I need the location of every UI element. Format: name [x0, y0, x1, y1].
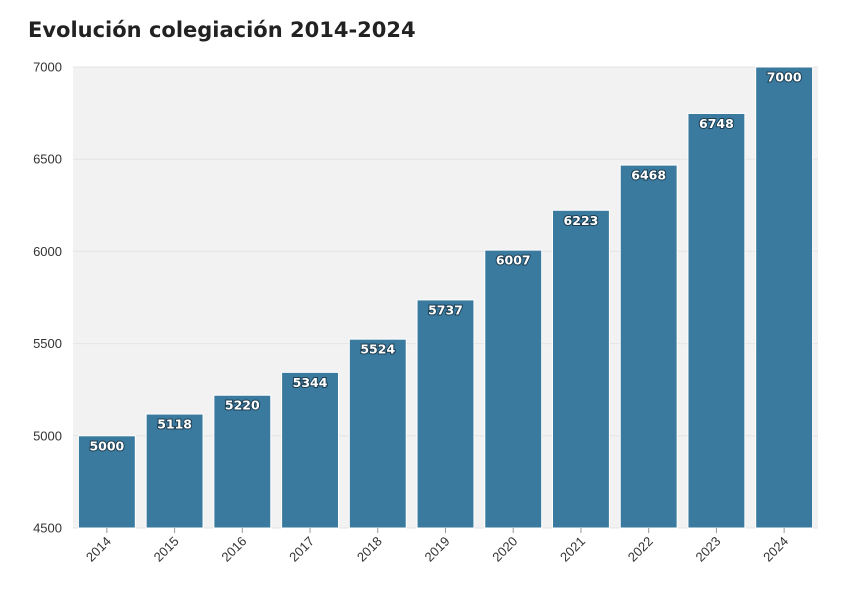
bars-group [77, 66, 814, 529]
x-tick-label: 2014 [83, 534, 114, 565]
data-label-2015: 5118 [157, 417, 192, 432]
x-tick-label: 2017 [286, 534, 317, 565]
bar-2019 [416, 299, 475, 529]
y-tick-label: 4500 [33, 521, 62, 536]
x-tick-label: 2020 [489, 534, 520, 565]
y-tick-label: 5500 [33, 336, 62, 351]
data-label-2019: 5737 [428, 302, 463, 317]
bar-2014 [77, 435, 136, 529]
y-tick-label: 5000 [33, 428, 62, 443]
x-tick-label: 2019 [422, 534, 453, 565]
bar-2021 [552, 209, 610, 529]
bar-2022 [619, 164, 678, 529]
bar-2016 [213, 394, 272, 529]
bar-2020 [484, 249, 543, 529]
data-label-2021: 6223 [564, 213, 599, 228]
data-label-2024: 7000 [767, 70, 802, 85]
x-tick-label: 2016 [218, 534, 249, 565]
data-label-2017: 5344 [293, 375, 328, 390]
bar-2015 [145, 413, 204, 529]
data-label-2022: 6468 [631, 168, 666, 183]
data-label-2023: 6748 [699, 116, 734, 131]
y-tick-label: 7000 [33, 60, 62, 75]
data-label-2014: 5000 [89, 438, 124, 453]
y-tick-label: 6000 [33, 244, 62, 259]
x-tick-label: 2022 [625, 534, 656, 565]
bar-2023 [687, 112, 746, 529]
x-tick-label: 2018 [354, 534, 385, 565]
data-labels-group: 5000 5118 5220 5344 5524 5737 6007 6223 6468 6748… [88, 69, 802, 455]
chart-title: Evolución colegiación 2014-2024 [28, 18, 416, 42]
bar-2018 [348, 338, 407, 529]
x-tick-label: 2024 [760, 534, 791, 565]
x-tick-label: 2023 [692, 534, 723, 565]
bar-2024 [755, 66, 814, 529]
data-label-2016: 5220 [225, 398, 260, 413]
y-tick-label: 6500 [33, 152, 62, 167]
x-tick-label: 2021 [557, 534, 588, 565]
data-label-2018: 5524 [360, 342, 395, 357]
x-axis: 2014 2015 2016 2017 2018 2019 2020 2021 2022 2023… [83, 528, 791, 565]
bar-2017 [281, 371, 339, 529]
data-label-2020: 6007 [496, 253, 531, 268]
y-axis: 4500 5000 5500 6000 6500 7000 [33, 60, 62, 536]
x-tick-label: 2015 [151, 534, 182, 565]
